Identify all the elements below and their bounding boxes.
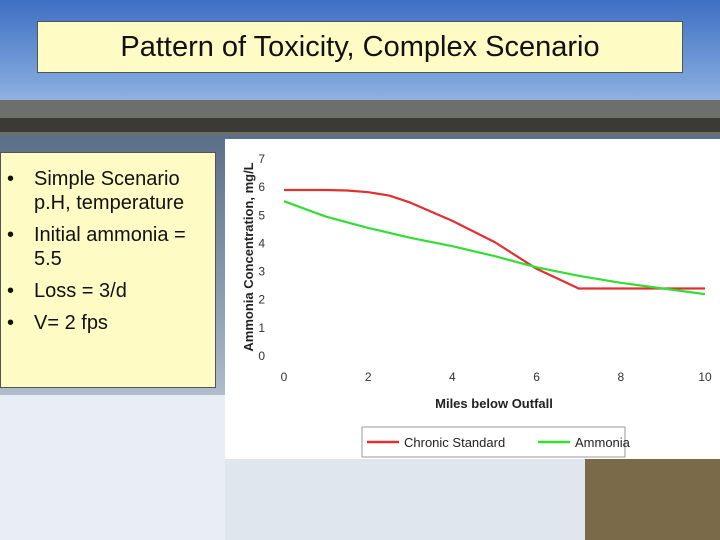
x-tick-label: 4 [449, 370, 456, 384]
bullet-item: • Loss = 3/d [7, 279, 215, 303]
series-line [284, 188, 705, 290]
line-chart: 0 1 2 3 4 5 6 7 0 2 4 6 8 10 Miles below Outfall Ammoni… [241, 152, 712, 458]
slide-title: Pattern of Toxicity, Complex Scenario [37, 21, 683, 73]
bullet-text: Loss = 3/d [34, 280, 127, 302]
bullet-item: • Initial ammonia = 5.5 [7, 223, 215, 271]
bullet-text: V= 2 fps [34, 312, 108, 334]
x-tick-label: 8 [617, 370, 624, 384]
slide-title-text: Pattern of Toxicity, Complex Scenario [120, 30, 600, 63]
bullet-panel: • Simple Scenario p.H, temperature • Ini… [0, 152, 216, 388]
y-tick-label: 7 [258, 152, 265, 166]
bullet-dot-icon: • [7, 168, 15, 190]
y-axis-title: Ammonia Concentration, mg/L [241, 162, 256, 351]
chart-panel: 0 1 2 3 4 5 6 7 0 2 4 6 8 10 Miles below Outfall Ammoni… [225, 139, 720, 459]
legend-label: Chronic Standard [404, 435, 505, 450]
legend-label: Ammonia [575, 435, 631, 450]
x-tick-label: 2 [365, 370, 372, 384]
y-tick-label: 3 [258, 265, 265, 279]
y-tick-label: 6 [258, 180, 265, 194]
series-line [283, 200, 706, 296]
bullet-text: Simple Scenario p.H, temperature [34, 168, 185, 214]
legend-box [361, 426, 626, 458]
y-tick-label: 5 [258, 208, 265, 222]
bullet-item: • V= 2 fps [7, 311, 215, 335]
x-tick-label: 10 [698, 370, 712, 384]
x-tick-label: 6 [533, 370, 540, 384]
y-tick-label: 0 [258, 349, 265, 363]
bullet-dot-icon: • [7, 224, 15, 246]
bullet-dot-icon: • [7, 312, 15, 334]
x-axis-title: Miles below Outfall [435, 396, 553, 411]
bullet-text: Initial ammonia = 5.5 [34, 224, 186, 270]
bullet-dot-icon: • [7, 280, 15, 302]
y-tick-label: 1 [258, 321, 265, 335]
bullet-list: • Simple Scenario p.H, temperature • Ini… [1, 153, 215, 335]
y-tick-label: 4 [258, 236, 265, 250]
x-tick-label: 0 [281, 370, 288, 384]
y-tick-label: 2 [258, 293, 265, 307]
bullet-item: • Simple Scenario p.H, temperature [7, 167, 215, 215]
